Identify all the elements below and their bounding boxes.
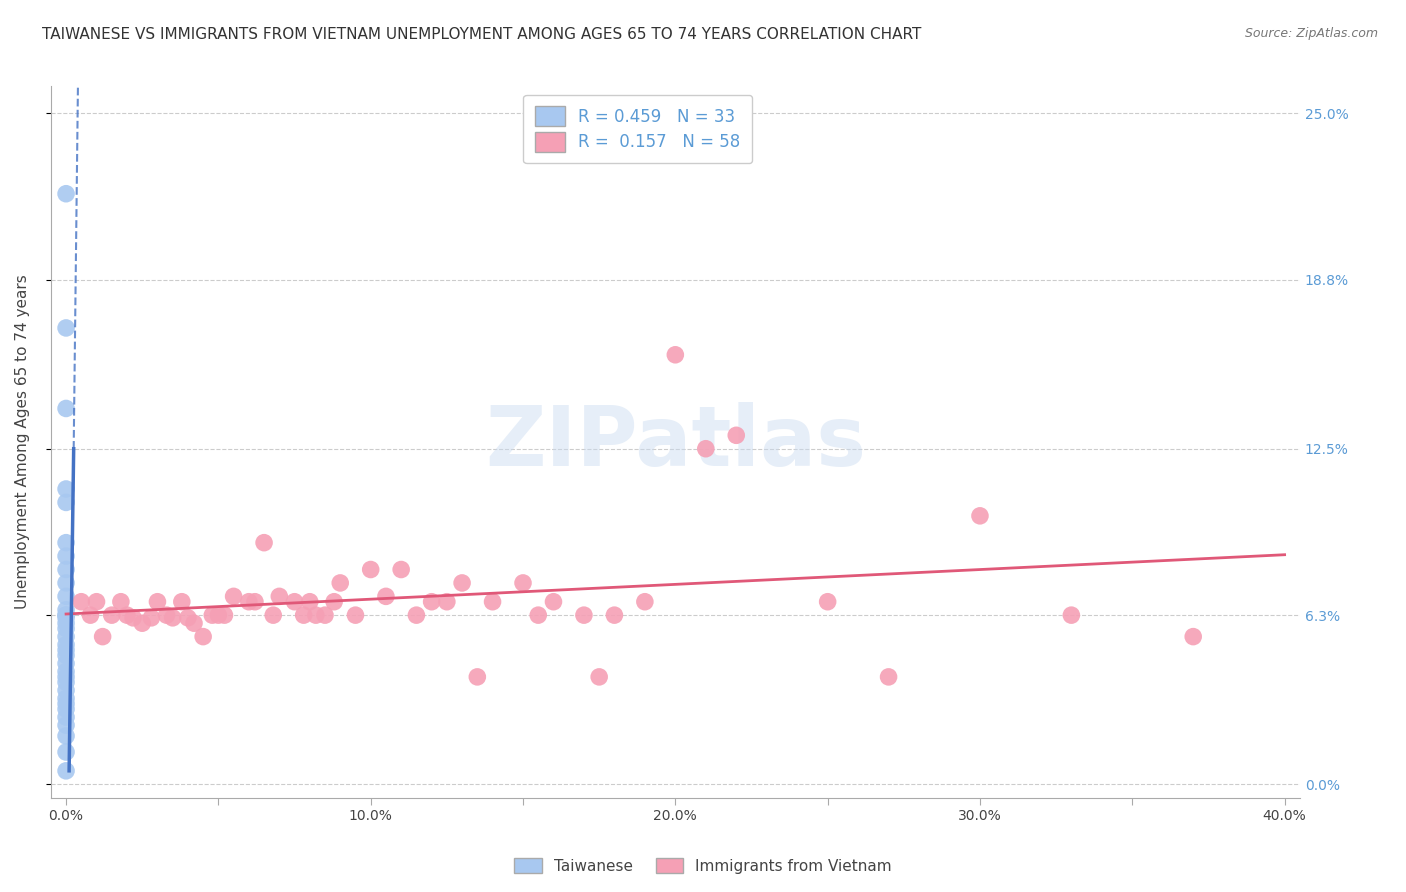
Point bbox=[314, 608, 336, 623]
Text: TAIWANESE VS IMMIGRANTS FROM VIETNAM UNEMPLOYMENT AMONG AGES 65 TO 74 YEARS CORR: TAIWANESE VS IMMIGRANTS FROM VIETNAM UNE… bbox=[42, 27, 921, 42]
Point bbox=[55, 691, 77, 706]
Point bbox=[214, 608, 236, 623]
Point bbox=[603, 608, 626, 623]
Point bbox=[86, 595, 108, 609]
Point bbox=[55, 608, 77, 623]
Point bbox=[55, 590, 77, 604]
Point bbox=[162, 611, 184, 625]
Point bbox=[191, 630, 214, 644]
Point bbox=[146, 595, 169, 609]
Point bbox=[55, 562, 77, 576]
Point bbox=[55, 710, 77, 724]
Point bbox=[222, 590, 245, 604]
Point bbox=[141, 611, 163, 625]
Point bbox=[512, 576, 534, 591]
Point bbox=[817, 595, 839, 609]
Point bbox=[55, 718, 77, 732]
Point bbox=[55, 729, 77, 743]
Point bbox=[55, 643, 77, 657]
Point bbox=[55, 702, 77, 716]
Point bbox=[292, 608, 315, 623]
Point bbox=[634, 595, 657, 609]
Point bbox=[55, 697, 77, 711]
Point bbox=[451, 576, 474, 591]
Point bbox=[55, 603, 77, 617]
Point bbox=[55, 675, 77, 690]
Point bbox=[374, 590, 396, 604]
Point bbox=[298, 595, 321, 609]
Point bbox=[55, 764, 77, 778]
Point bbox=[1060, 608, 1083, 623]
Point bbox=[55, 670, 77, 684]
Point bbox=[969, 508, 991, 523]
Point bbox=[243, 595, 266, 609]
Point bbox=[115, 608, 138, 623]
Y-axis label: Unemployment Among Ages 65 to 74 years: Unemployment Among Ages 65 to 74 years bbox=[15, 275, 30, 609]
Point bbox=[543, 595, 565, 609]
Point bbox=[55, 401, 77, 416]
Point bbox=[481, 595, 503, 609]
Point bbox=[55, 648, 77, 663]
Point bbox=[877, 670, 900, 684]
Point bbox=[70, 595, 93, 609]
Point bbox=[183, 616, 205, 631]
Point bbox=[55, 495, 77, 509]
Point bbox=[695, 442, 717, 456]
Text: ZIPatlas: ZIPatlas bbox=[485, 401, 866, 483]
Point bbox=[527, 608, 550, 623]
Point bbox=[253, 535, 276, 549]
Point bbox=[55, 630, 77, 644]
Point bbox=[55, 638, 77, 652]
Point bbox=[177, 611, 200, 625]
Point bbox=[405, 608, 427, 623]
Point bbox=[55, 611, 77, 625]
Legend: R = 0.459   N = 33, R =  0.157   N = 58: R = 0.459 N = 33, R = 0.157 N = 58 bbox=[523, 95, 752, 163]
Point bbox=[110, 595, 132, 609]
Point bbox=[155, 608, 177, 623]
Point bbox=[91, 630, 114, 644]
Point bbox=[55, 186, 77, 201]
Legend: Taiwanese, Immigrants from Vietnam: Taiwanese, Immigrants from Vietnam bbox=[508, 852, 898, 880]
Point bbox=[572, 608, 595, 623]
Point bbox=[131, 616, 153, 631]
Point bbox=[55, 616, 77, 631]
Point bbox=[725, 428, 748, 442]
Point bbox=[436, 595, 458, 609]
Point bbox=[55, 535, 77, 549]
Point bbox=[55, 482, 77, 496]
Point bbox=[420, 595, 443, 609]
Point bbox=[100, 608, 122, 623]
Point bbox=[588, 670, 610, 684]
Point bbox=[55, 665, 77, 679]
Point bbox=[55, 576, 77, 591]
Point bbox=[122, 611, 145, 625]
Point bbox=[262, 608, 284, 623]
Point bbox=[389, 562, 412, 576]
Point bbox=[55, 683, 77, 698]
Point bbox=[55, 321, 77, 335]
Point bbox=[1182, 630, 1205, 644]
Point bbox=[79, 608, 101, 623]
Point bbox=[323, 595, 346, 609]
Point bbox=[207, 608, 229, 623]
Point bbox=[55, 657, 77, 671]
Point bbox=[305, 608, 328, 623]
Point bbox=[664, 348, 686, 362]
Text: Source: ZipAtlas.com: Source: ZipAtlas.com bbox=[1244, 27, 1378, 40]
Point bbox=[55, 622, 77, 636]
Point bbox=[238, 595, 260, 609]
Point bbox=[360, 562, 382, 576]
Point bbox=[170, 595, 193, 609]
Point bbox=[269, 590, 291, 604]
Point bbox=[55, 549, 77, 563]
Point bbox=[329, 576, 352, 591]
Point bbox=[55, 745, 77, 759]
Point bbox=[201, 608, 224, 623]
Point bbox=[465, 670, 488, 684]
Point bbox=[55, 608, 77, 623]
Point bbox=[283, 595, 305, 609]
Point bbox=[344, 608, 367, 623]
